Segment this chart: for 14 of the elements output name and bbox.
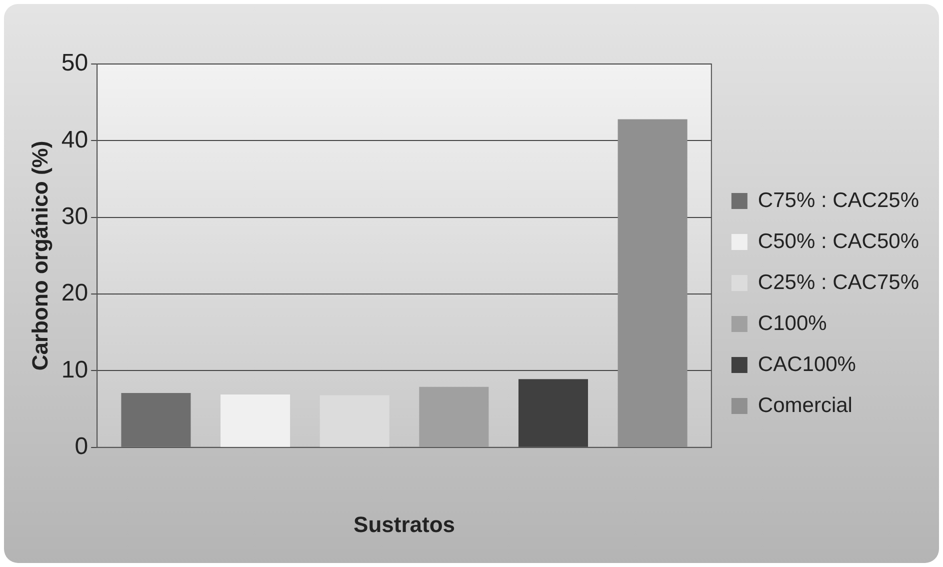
legend-label: C100% bbox=[758, 312, 827, 335]
y-tick-label: 20 bbox=[61, 280, 88, 307]
legend-label: C50% : CAC50% bbox=[758, 230, 920, 253]
y-tick-label: 0 bbox=[74, 433, 88, 460]
legend-label: C75% : CAC25% bbox=[758, 188, 920, 212]
legend-label: CAC100% bbox=[758, 352, 856, 376]
legend-label: Comercial bbox=[758, 394, 852, 417]
y-tick-label: 30 bbox=[61, 202, 88, 230]
y-tick-label: 10 bbox=[61, 356, 88, 384]
y-tick-label: 40 bbox=[61, 126, 88, 154]
y-tick-label: 50 bbox=[61, 50, 88, 77]
legend-label: C25% : CAC75% bbox=[758, 270, 920, 294]
x-axis-title: Sustratos bbox=[354, 512, 456, 537]
y-axis-title: Carbono orgánico (%) bbox=[27, 140, 52, 371]
